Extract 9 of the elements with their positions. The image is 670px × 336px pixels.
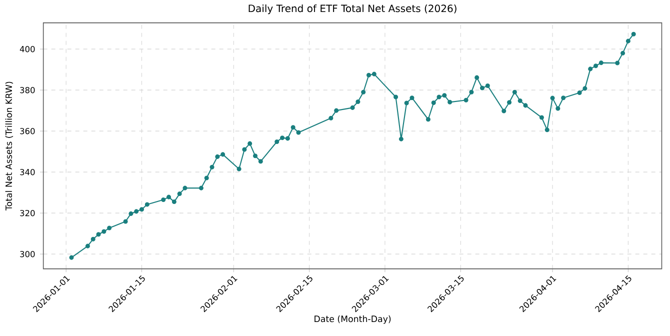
y-tick-label: 340 — [20, 168, 35, 176]
y-tick-label: 320 — [20, 210, 35, 216]
y-tick-label: 380 — [20, 86, 35, 94]
y-axis-title: Total Net Assets (Trillion KRW) — [5, 82, 14, 210]
y-tick-label: 300 — [20, 250, 35, 258]
y-tick-label: 400 — [20, 46, 35, 52]
chart-title: Daily Trend of ETF Total Net Assets (2026) — [248, 4, 456, 14]
x-axis-title: Date (Month-Day) — [314, 315, 391, 324]
y-tick-label: 360 — [20, 128, 35, 134]
